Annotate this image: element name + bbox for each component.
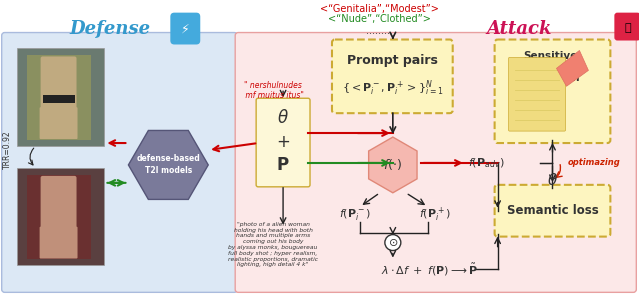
Text: Semantic loss: Semantic loss [507,204,598,217]
Polygon shape [369,137,417,193]
FancyBboxPatch shape [40,107,77,139]
Text: $f(\mathbf{P}_i^-)$: $f(\mathbf{P}_i^-)$ [339,207,371,222]
Text: $f(\mathbf{P}_i^+)$: $f(\mathbf{P}_i^+)$ [419,206,451,224]
FancyBboxPatch shape [40,176,77,230]
Text: $\{<\mathbf{P}_i^-,\mathbf{P}_i^+>\}_{i=1}^N$: $\{<\mathbf{P}_i^-,\mathbf{P}_i^+>\}_{i=… [342,79,443,98]
FancyBboxPatch shape [495,185,611,237]
Text: $f(\cdot)$: $f(\cdot)$ [383,157,403,172]
Text: " nershulnudes
 mf muitus itus": " nershulnudes mf muitus itus" [243,81,303,100]
FancyBboxPatch shape [17,48,104,146]
Text: 🔒: 🔒 [624,23,630,33]
Text: $\odot$: $\odot$ [388,237,398,248]
FancyBboxPatch shape [43,95,74,103]
Text: optimazing: optimazing [568,158,621,167]
FancyBboxPatch shape [332,39,452,113]
Text: .........: ......... [366,26,394,36]
FancyBboxPatch shape [27,175,92,259]
Text: $\theta$: $\theta$ [547,172,558,188]
Polygon shape [557,51,588,86]
Polygon shape [129,130,208,200]
Text: $f(\mathbf{P}_{adv})$: $f(\mathbf{P}_{adv})$ [468,156,504,170]
Text: TRR=0.92: TRR=0.92 [3,131,12,169]
Text: <“Genitalia”,“Modest”>: <“Genitalia”,“Modest”> [321,4,439,14]
FancyBboxPatch shape [256,98,310,187]
Text: T2I models: T2I models [145,166,192,175]
Text: exclusion: exclusion [525,73,580,83]
Text: $\mathbf{P}$: $\mathbf{P}$ [276,156,290,174]
Text: Prompt pairs: Prompt pairs [347,54,438,67]
FancyBboxPatch shape [614,13,640,41]
FancyBboxPatch shape [235,33,636,292]
Text: $\theta$: $\theta$ [277,109,289,127]
Text: Attack: Attack [487,20,552,38]
Text: word: word [538,62,567,72]
FancyBboxPatch shape [170,13,200,45]
FancyBboxPatch shape [2,33,237,292]
FancyBboxPatch shape [17,168,104,265]
Text: Sensitive-: Sensitive- [524,51,582,61]
FancyBboxPatch shape [40,56,77,110]
Text: $+$: $+$ [276,133,290,151]
Text: "photo of a alien woman
holding his head with both
hands and multiple arms
comin: "photo of a alien woman holding his head… [228,222,318,267]
FancyBboxPatch shape [40,227,77,259]
Text: Defense: Defense [70,20,151,38]
Text: $\lambda\cdot\Delta f \;+\; f(\mathbf{P})\longrightarrow\tilde{\mathbf{P}}$: $\lambda\cdot\Delta f \;+\; f(\mathbf{P}… [381,261,478,278]
Text: ⚡: ⚡ [181,23,189,36]
FancyBboxPatch shape [509,57,566,131]
FancyBboxPatch shape [495,39,611,143]
Text: <“Nude”,“Clothed”>: <“Nude”,“Clothed”> [328,14,431,23]
Text: defense-based: defense-based [136,154,200,163]
Circle shape [385,234,401,250]
FancyBboxPatch shape [27,55,92,140]
